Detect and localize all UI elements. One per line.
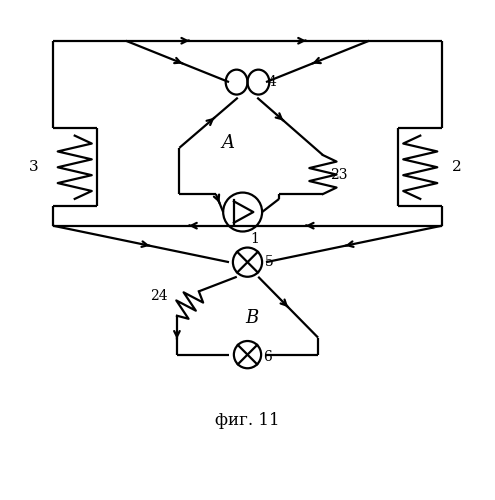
Text: 2: 2 <box>452 160 462 174</box>
Text: A: A <box>222 134 235 152</box>
Text: B: B <box>246 309 259 327</box>
Text: 1: 1 <box>250 232 259 246</box>
Text: 6: 6 <box>263 350 272 364</box>
Text: 3: 3 <box>29 160 38 174</box>
Text: 4: 4 <box>268 75 277 89</box>
Text: фиг. 11: фиг. 11 <box>215 412 280 429</box>
Text: 24: 24 <box>149 289 167 303</box>
Text: 23: 23 <box>330 168 347 181</box>
Text: 5: 5 <box>264 255 273 269</box>
